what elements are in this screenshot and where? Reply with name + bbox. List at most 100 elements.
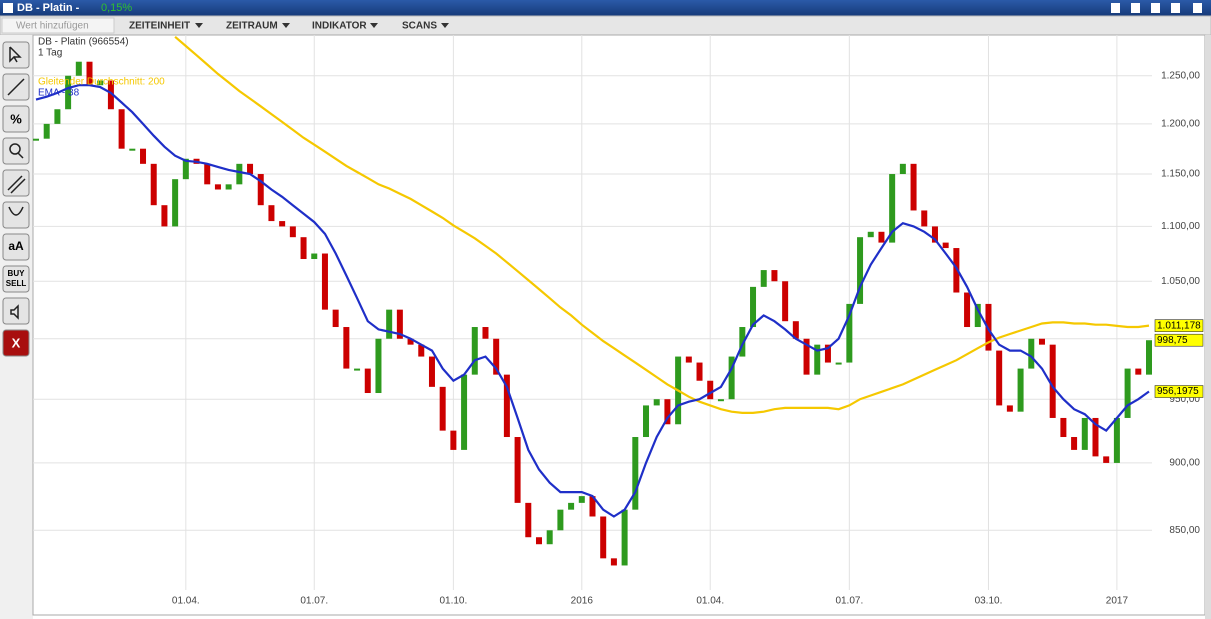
candle bbox=[1135, 368, 1142, 375]
tool-label: SELL bbox=[6, 279, 27, 288]
candle bbox=[857, 237, 864, 304]
line bbox=[35, 84, 1150, 518]
candle bbox=[931, 226, 938, 243]
candle bbox=[54, 109, 61, 124]
button[interactable] bbox=[1111, 3, 1120, 13]
candle bbox=[771, 270, 778, 282]
candle bbox=[321, 253, 328, 310]
y-tick-label: 1.200,00 bbox=[1161, 119, 1200, 130]
candle bbox=[75, 61, 82, 76]
plot: 850,00900,00950,001.000,001.050,001.100,… bbox=[33, 35, 1204, 607]
button[interactable] bbox=[1193, 3, 1202, 13]
candle bbox=[386, 309, 393, 339]
candle bbox=[182, 158, 189, 180]
tool-button[interactable] bbox=[2, 297, 30, 325]
candle bbox=[514, 437, 521, 503]
candle bbox=[664, 399, 671, 425]
candle bbox=[332, 309, 339, 328]
candle bbox=[33, 138, 39, 141]
tool-button[interactable] bbox=[2, 137, 30, 165]
y-tick-label: 1.050,00 bbox=[1161, 276, 1200, 287]
candle bbox=[1038, 338, 1045, 345]
last-value-box bbox=[1154, 333, 1204, 347]
menu[interactable]: INDIKATOR bbox=[312, 21, 367, 32]
y-tick-label: 1.150,00 bbox=[1161, 169, 1200, 180]
candle bbox=[172, 179, 179, 227]
candle bbox=[953, 248, 960, 293]
tool-label: aA bbox=[8, 239, 24, 253]
candle bbox=[428, 356, 435, 387]
candle bbox=[107, 80, 114, 110]
candle bbox=[910, 163, 917, 211]
candle bbox=[1146, 340, 1152, 375]
candle bbox=[643, 405, 650, 438]
candle bbox=[1060, 417, 1067, 438]
candle bbox=[739, 327, 746, 357]
candle bbox=[129, 148, 136, 151]
candle bbox=[236, 163, 243, 185]
tool-button[interactable] bbox=[2, 41, 30, 69]
candle bbox=[364, 368, 371, 394]
button[interactable] bbox=[1151, 3, 1160, 13]
candle bbox=[279, 221, 286, 227]
candle bbox=[728, 356, 735, 400]
candle bbox=[268, 205, 275, 222]
candle bbox=[803, 338, 810, 375]
candle bbox=[1071, 437, 1078, 450]
candle bbox=[140, 148, 147, 164]
menu[interactable]: SCANS bbox=[402, 21, 437, 32]
tool-button[interactable] bbox=[2, 265, 30, 293]
app-icon bbox=[3, 3, 13, 13]
x-tick-label: 01.10. bbox=[439, 596, 467, 607]
candle bbox=[600, 516, 607, 559]
x-tick-label: 01.04. bbox=[696, 596, 724, 607]
candle bbox=[610, 558, 617, 566]
button[interactable] bbox=[1171, 3, 1180, 13]
tool-button[interactable] bbox=[2, 329, 30, 357]
candle bbox=[750, 286, 757, 328]
candle bbox=[867, 231, 874, 238]
candle bbox=[889, 174, 896, 243]
window-buttons bbox=[1111, 3, 1202, 13]
candle bbox=[964, 292, 971, 328]
candle bbox=[653, 399, 660, 406]
candle bbox=[996, 350, 1003, 406]
candle bbox=[1113, 417, 1120, 463]
change: 0,15% bbox=[101, 2, 132, 14]
search-box[interactable] bbox=[1, 17, 115, 34]
x-tick-label: 2016 bbox=[571, 596, 594, 607]
candle bbox=[824, 344, 831, 363]
tool-button[interactable] bbox=[2, 233, 30, 261]
candle bbox=[43, 123, 50, 139]
candle bbox=[814, 344, 821, 375]
candle bbox=[568, 502, 575, 510]
menu[interactable]: ZEITEINHEIT bbox=[129, 21, 190, 32]
button[interactable] bbox=[1131, 3, 1140, 13]
candle bbox=[760, 270, 767, 287]
candle bbox=[482, 327, 489, 339]
y-tick-label: 900,00 bbox=[1169, 458, 1200, 469]
candle bbox=[311, 253, 318, 260]
tool-label: % bbox=[10, 111, 22, 126]
candle bbox=[942, 242, 949, 249]
candle bbox=[493, 338, 500, 375]
last-value-box bbox=[1154, 319, 1204, 332]
candle bbox=[835, 362, 842, 365]
scrollbar bbox=[1205, 35, 1211, 619]
chart-area bbox=[32, 34, 1206, 616]
candle bbox=[247, 163, 254, 175]
x-tick-label: 03.10. bbox=[975, 596, 1003, 607]
candle bbox=[118, 109, 125, 149]
candle bbox=[503, 374, 510, 438]
tool-icons bbox=[7, 46, 26, 320]
y-tick-label: 950,00 bbox=[1169, 394, 1200, 405]
candle bbox=[1049, 344, 1056, 418]
candle bbox=[343, 327, 350, 369]
candle bbox=[557, 509, 564, 531]
candle bbox=[418, 344, 425, 357]
candle bbox=[407, 338, 414, 345]
menu[interactable]: ZEITRAUM bbox=[226, 21, 278, 32]
x-tick-label: 01.07. bbox=[835, 596, 863, 607]
tool-button[interactable] bbox=[2, 105, 30, 133]
candle bbox=[300, 237, 307, 260]
